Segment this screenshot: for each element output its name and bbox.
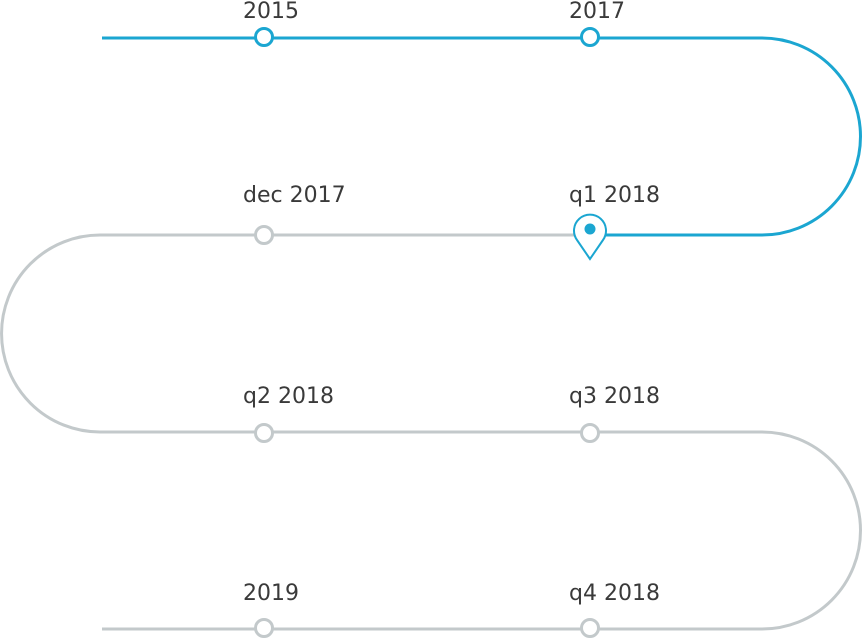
milestone-dot[interactable] (254, 618, 274, 638)
milestone-label: dec 2017 (243, 183, 346, 208)
milestone-label: q2 2018 (243, 384, 334, 409)
milestone[interactable]: 2017 (569, 0, 625, 47)
track-curve-right-lower (761, 430, 862, 631)
milestone[interactable]: q3 2018 (569, 384, 660, 443)
milestone-dot[interactable] (580, 423, 600, 443)
milestone-dot[interactable] (254, 27, 274, 47)
milestone-label: 2017 (569, 0, 625, 24)
milestone-dot[interactable] (254, 225, 274, 245)
track-curve-left (0, 233, 101, 434)
milestone[interactable]: 2019 (243, 581, 299, 638)
milestone-label: q1 2018 (569, 183, 660, 208)
track-curve-right-upper (761, 36, 862, 237)
milestone-label: 2015 (243, 0, 299, 24)
milestone-current[interactable]: q1 2018 (569, 183, 660, 261)
milestone[interactable]: q2 2018 (243, 384, 334, 443)
milestone[interactable]: 2015 (243, 0, 299, 47)
milestone-dot[interactable] (254, 423, 274, 443)
milestone-dot[interactable] (580, 618, 600, 638)
completed-track (102, 36, 862, 237)
milestone-label: q3 2018 (569, 384, 660, 409)
milestone-label: 2019 (243, 581, 299, 606)
milestone-dot[interactable] (580, 27, 600, 47)
milestone[interactable]: q4 2018 (569, 581, 660, 638)
upcoming-track (0, 233, 862, 631)
map-pin-icon[interactable] (573, 213, 607, 261)
milestone-label: q4 2018 (569, 581, 660, 606)
milestone[interactable]: dec 2017 (243, 183, 346, 245)
